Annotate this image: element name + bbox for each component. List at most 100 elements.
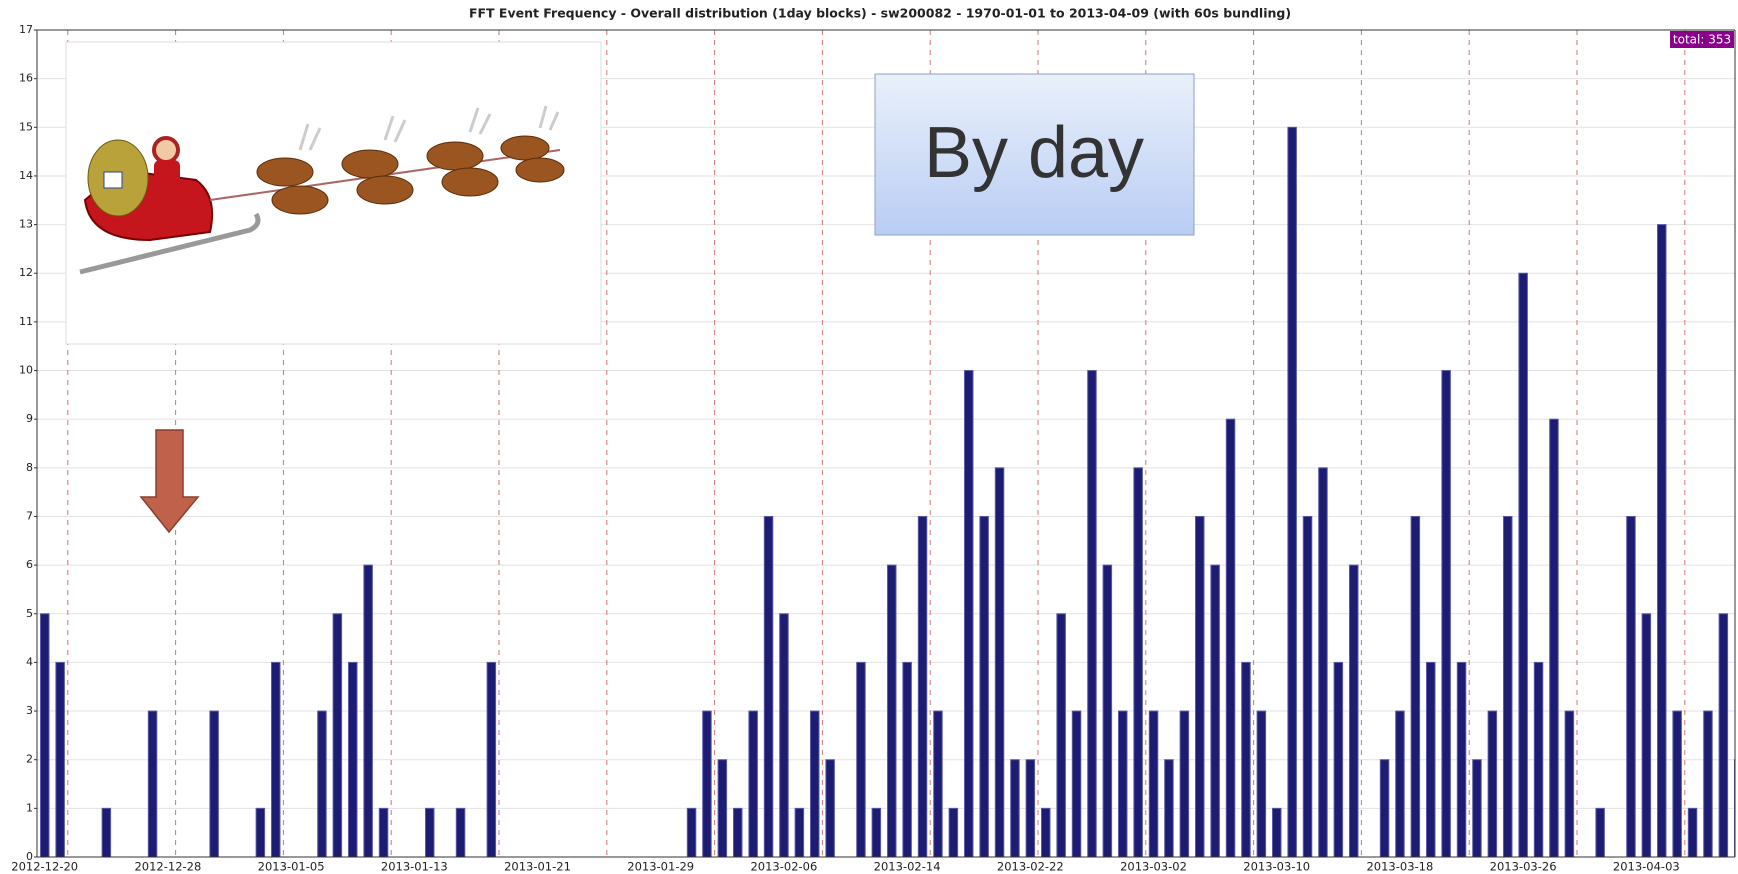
y-tick-label: 8 (26, 461, 33, 474)
y-tick-label: 6 (26, 558, 33, 571)
y-tick-label: 16 (19, 72, 33, 85)
bar (1210, 564, 1220, 858)
bar (1148, 710, 1159, 858)
bar (1195, 515, 1205, 858)
bar (763, 515, 774, 858)
y-tick-label: 13 (19, 218, 33, 231)
bar (1410, 515, 1421, 858)
y-tick-label: 0 (26, 850, 33, 863)
x-tick-label: 2012-12-28 (134, 860, 201, 874)
bar (332, 613, 343, 858)
bar (425, 807, 435, 858)
bar (1395, 710, 1405, 858)
bar (794, 807, 805, 858)
bar (317, 710, 327, 858)
y-tick-label: 9 (26, 412, 33, 425)
bar (1179, 710, 1190, 858)
bar (779, 613, 789, 858)
bar (1102, 564, 1113, 858)
bar (1641, 613, 1652, 858)
y-tick-label: 7 (26, 509, 33, 522)
bar (1287, 126, 1297, 858)
bar (1164, 759, 1174, 858)
bar (1595, 807, 1605, 858)
bar (1518, 272, 1528, 858)
bar (733, 807, 743, 858)
x-tick-label: 2013-01-13 (381, 860, 448, 874)
x-tick-label: 2013-03-26 (1490, 860, 1557, 874)
arrow (139, 429, 200, 534)
bar (55, 661, 65, 858)
y-tick-label: 2 (26, 753, 33, 766)
bar (1487, 710, 1498, 858)
bar (1056, 613, 1066, 858)
bar (948, 807, 959, 858)
y-tick-label: 1 (26, 801, 33, 814)
bar (1441, 370, 1451, 858)
bar (378, 807, 389, 858)
bar (209, 710, 219, 858)
bar (1225, 418, 1236, 858)
bar (363, 564, 373, 858)
y-tick-label: 4 (26, 655, 33, 668)
bar (964, 370, 974, 858)
bar (902, 661, 912, 858)
bar (1318, 467, 1328, 858)
bar (887, 564, 897, 858)
overlay-box (874, 73, 1195, 236)
y-tick-label: 14 (19, 169, 33, 182)
bar (1133, 467, 1143, 858)
bar (1333, 661, 1344, 858)
bar (255, 807, 266, 858)
bar (1349, 564, 1359, 858)
bar (1302, 515, 1313, 858)
overlay-text: By day (924, 113, 1144, 193)
x-tick-label: 2013-02-14 (874, 860, 941, 874)
y-tick-label: 17 (19, 23, 33, 36)
x-tick-label: 2013-01-21 (504, 860, 571, 874)
bar (1687, 807, 1698, 858)
bar (702, 710, 712, 858)
sleigh-picture (65, 41, 602, 345)
x-tick-label: 2013-02-22 (997, 860, 1064, 874)
bar (748, 710, 758, 858)
bar (933, 710, 943, 858)
bar (1533, 661, 1544, 858)
x-tick-label: 2013-02-06 (750, 860, 817, 874)
bar (1672, 710, 1682, 858)
x-tick-label: 2012-12-20 (11, 860, 78, 874)
bar (825, 759, 835, 858)
x-tick-label: 2013-03-18 (1366, 860, 1433, 874)
bar (686, 807, 697, 858)
bar (717, 759, 728, 858)
bar (1564, 710, 1575, 858)
x-tick-label: 2013-03-02 (1120, 860, 1187, 874)
bar (1071, 710, 1082, 858)
x-tick-label: 2013-03-10 (1243, 860, 1310, 874)
bar (1718, 613, 1729, 858)
bar (40, 613, 50, 858)
bar (856, 661, 866, 858)
bar (1041, 807, 1051, 858)
bar (1241, 661, 1251, 858)
bar (1456, 661, 1467, 858)
bar (1010, 759, 1020, 858)
y-tick-label: 12 (19, 266, 33, 279)
bar (1379, 759, 1390, 858)
chart-title: FFT Event Frequency - Overall distributi… (469, 6, 1291, 21)
bar (1087, 370, 1097, 858)
x-tick-label: 2013-01-05 (258, 860, 325, 874)
bar (1549, 418, 1559, 858)
bar (271, 661, 281, 858)
x-tick-label: 2013-04-03 (1613, 860, 1680, 874)
total-label: total: 353 (1673, 33, 1731, 47)
bar (1426, 661, 1436, 858)
bar (810, 710, 820, 858)
y-tick-label: 15 (19, 120, 33, 133)
bar (994, 467, 1005, 858)
y-tick-label: 5 (26, 607, 33, 620)
bar (1256, 710, 1267, 858)
bar (871, 807, 882, 858)
